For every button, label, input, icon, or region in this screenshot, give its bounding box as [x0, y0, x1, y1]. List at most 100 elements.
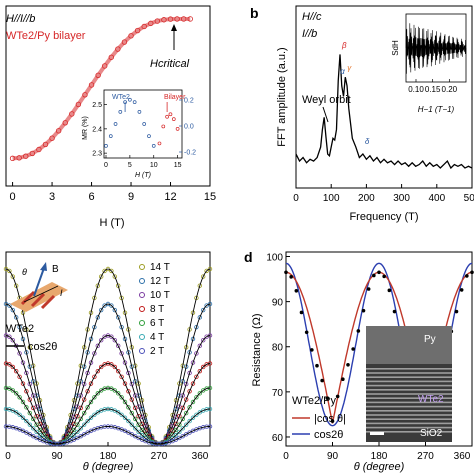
- panel-d-tem-stripe: [366, 401, 452, 404]
- panel-c-data-point: [20, 360, 26, 365]
- panel-c-data-point: [109, 268, 114, 274]
- panel-c-x-tick-label: 360: [192, 451, 209, 462]
- panel-b-inset-x-tick-label: 0.15: [425, 85, 441, 94]
- panel-d-tem-stripe: [366, 426, 452, 429]
- panel-c-data-point: [41, 423, 46, 429]
- panel-c-data-point: [10, 408, 15, 413]
- panel-d-tem-stripe: [366, 376, 452, 378]
- panel-c-data-point: [122, 360, 128, 365]
- panel-d-xlabel: θ (degree): [354, 461, 405, 473]
- panel-b-weyl-arrow: [322, 106, 329, 123]
- panel-c-data-point: [139, 406, 145, 412]
- panel-a-inset-data-point: [157, 141, 162, 146]
- panel-a-data-point: [69, 111, 75, 117]
- panel-a-inset-data-point: [132, 100, 137, 104]
- panel-c-data-point: [14, 368, 19, 374]
- panel-c-data-point: [200, 337, 206, 343]
- panel-d-tem-stripe: [366, 431, 452, 433]
- panel-c-fit-legend-label: cos2θ: [28, 341, 57, 353]
- panel-c-data-point: [98, 307, 104, 313]
- panel-c-data-point: [115, 315, 121, 320]
- panel-c-data-point: [136, 413, 141, 419]
- panel-c-data-point: [190, 336, 196, 342]
- panel-c-legend-marker: [139, 320, 145, 326]
- panel-d-data-point: [470, 270, 474, 275]
- panel-a-inset-data-point: [113, 122, 118, 126]
- panel-d-x-tick-label: 270: [417, 451, 434, 462]
- panel-a-series-line: [12, 16, 191, 161]
- panel-c-data-point: [187, 418, 192, 424]
- panel-c-data-point: [115, 368, 121, 374]
- panel-d-data-point: [459, 288, 464, 292]
- panel-d-data-point: [294, 289, 299, 293]
- panel-c-data-point: [31, 426, 36, 431]
- panel-b-inset-oscillation: [405, 23, 467, 74]
- panel-c-sample-label: WTe2: [6, 323, 34, 335]
- panel-c-data-point: [180, 393, 185, 398]
- panel-b-x-tick-label: 500: [464, 193, 474, 204]
- panel-c-data-point: [95, 410, 100, 415]
- panel-d-y-tick-label: 70: [272, 388, 284, 399]
- panel-c-legend-label: 14 T: [150, 262, 170, 273]
- panel-c-data-point: [85, 405, 90, 410]
- panel-c-fit-line: [5, 363, 211, 445]
- panel-b-inset-x-tick-label: 0.20: [442, 85, 458, 94]
- panel-c-data-point: [197, 368, 202, 374]
- panel-a-data-point: [141, 23, 147, 30]
- panel-c-data-point: [24, 405, 29, 410]
- panel-b-inset-xlabel: H−1 (T−1): [418, 105, 455, 114]
- panel-c-data-point: [81, 410, 87, 416]
- panel-c-data-point: [132, 433, 138, 439]
- panel-c-data-point: [129, 432, 134, 437]
- panel-c-data-point: [190, 360, 196, 365]
- panel-d-x-tick-label: 180: [371, 451, 388, 462]
- panel-c-fit-line: [5, 335, 211, 445]
- panel-c-data-point: [81, 397, 87, 402]
- panel-c: 0 90 180 270 360 θ (degree) B θ I WTe2 cos2θ…: [3, 251, 213, 473]
- panel-c-device-stripe: [30, 292, 46, 308]
- panel-a-data-point: [82, 92, 88, 98]
- panel-a-x-tick-label: 6: [88, 191, 94, 203]
- panel-a-inset-data-point: [147, 134, 151, 138]
- panel-d-tem-stripe: [366, 405, 452, 408]
- panel-a-data-point: [95, 72, 101, 78]
- panel-a-inset-data-point: [108, 134, 113, 138]
- panel-a-x-tick-label: 9: [128, 191, 134, 203]
- panel-d-data-point: [304, 330, 309, 335]
- panel-c-data-point: [17, 412, 22, 417]
- panel-a-inset-y-tick-label: 2.3: [92, 151, 102, 158]
- panel-a-data-point: [102, 63, 108, 69]
- panel-c-data-point: [177, 429, 182, 435]
- panel-c-data-point: [204, 268, 209, 274]
- panel-d-y-tick-label: 100: [266, 253, 283, 264]
- panel-c-data-point: [115, 391, 121, 396]
- panel-c-data-point: [115, 343, 121, 349]
- panel-a: 0 3 6 9 12 15 H (T) H//I//b WTe2/Py bilayer H…: [5, 5, 216, 229]
- panel-a-inset-data-point: [104, 144, 108, 148]
- panel-c-data-point: [88, 415, 94, 420]
- panel-c-fit-line: [5, 408, 211, 445]
- panel-c-data-point: [78, 433, 83, 439]
- panel-c-data-point: [183, 410, 189, 416]
- panel-c-data-point: [10, 337, 15, 343]
- panel-c-data-point: [187, 370, 192, 376]
- panel-d-tem-stripe: [366, 372, 452, 374]
- panel-c-data-point: [34, 422, 39, 427]
- panel-d-x-ticks: 0 90 180 270 360: [283, 442, 473, 462]
- panel-c-data-point: [37, 406, 43, 412]
- panel-d-data-point: [335, 394, 340, 399]
- panel-d-legend-sample: WTe2/Py: [292, 395, 337, 407]
- panel-d-data-point: [382, 274, 386, 279]
- panel-c-data-point: [7, 334, 12, 339]
- panel-c-data-point: [197, 315, 202, 320]
- panel-d-tem-stripe: [366, 418, 452, 420]
- panel-c-data-point: [24, 430, 29, 435]
- panel-d-tem-stripe: [366, 410, 452, 412]
- panel-b-peak-marker: α: [340, 67, 345, 76]
- panel-c-data-point: [139, 427, 145, 433]
- panel-a-inset-y2-tick-label: 0.2: [184, 98, 194, 105]
- panel-c-data-point: [71, 437, 77, 442]
- panel-c-data-point: [27, 422, 32, 427]
- panel-c-data-point: [122, 415, 128, 420]
- panel-c-data-point: [129, 381, 134, 387]
